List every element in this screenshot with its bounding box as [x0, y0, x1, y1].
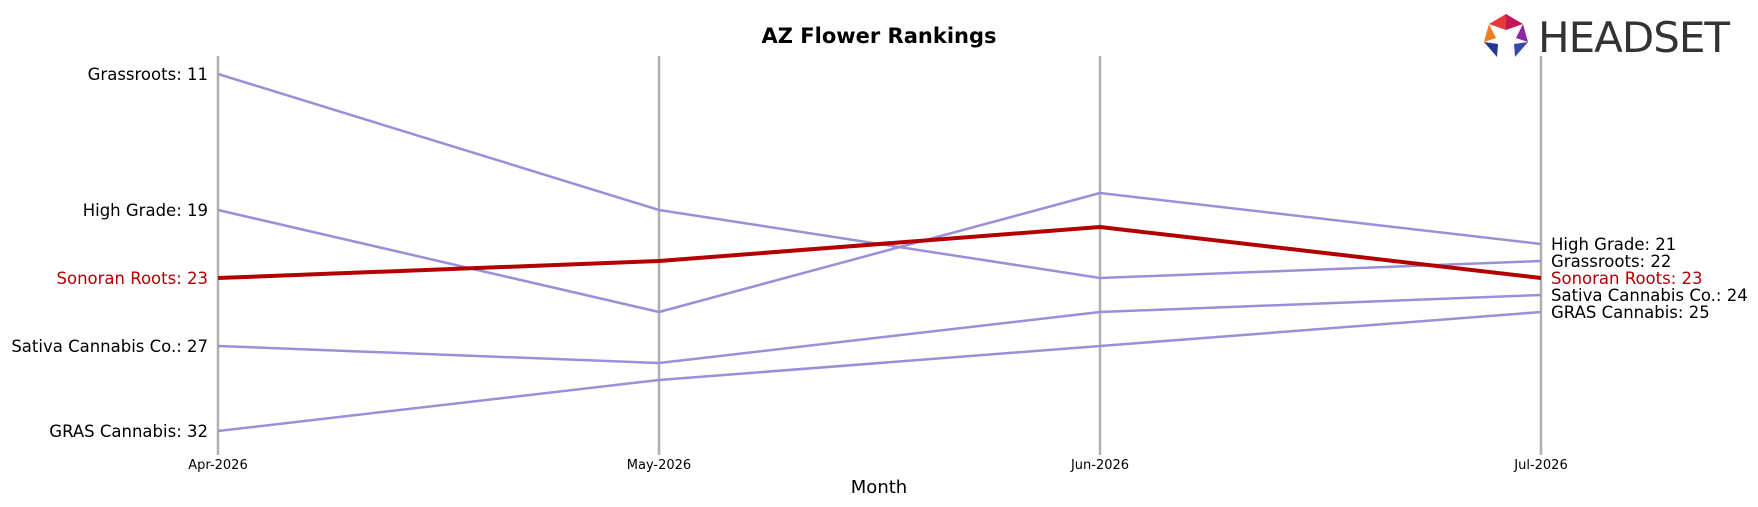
x-axis-title: Month	[851, 477, 907, 498]
x-tick-label: Apr-2026	[188, 458, 247, 473]
end-label-sonoran-roots: Sonoran Roots: 23	[1551, 269, 1703, 288]
x-tick-label: May-2026	[627, 458, 691, 473]
start-label-grassroots: Grassroots: 11	[88, 65, 208, 84]
end-label-grassroots: Grassroots: 22	[1551, 252, 1671, 271]
series-line-high-grade	[217, 191, 1542, 314]
start-labels: Grassroots: 11 High Grade: 19 Sonoran Root…	[11, 65, 208, 441]
headset-logo-icon	[1484, 14, 1528, 57]
start-label-sonoran-roots: Sonoran Roots: 23	[57, 269, 209, 288]
x-tick-label: Jun-2026	[1070, 458, 1129, 473]
start-label-gras-cannabis: GRAS Cannabis: 32	[49, 422, 208, 441]
series-line-grassroots	[217, 72, 1542, 280]
start-label-high-grade: High Grade: 19	[83, 201, 208, 220]
month-guides	[216, 56, 1543, 455]
headset-logo-text: HEADSET	[1538, 13, 1730, 62]
x-axis: Apr-2026 May-2026 Jun-2026 Jul-2026	[188, 458, 1567, 473]
end-label-high-grade: High Grade: 21	[1551, 235, 1676, 254]
start-label-sativa-cannabis-co: Sativa Cannabis Co.: 27	[11, 337, 208, 356]
headset-logo: HEADSET	[1484, 13, 1731, 62]
series-line-gras-cannabis	[217, 310, 1542, 433]
end-label-gras-cannabis: GRAS Cannabis: 25	[1551, 303, 1710, 322]
series-lines	[217, 72, 1542, 433]
chart-title: AZ Flower Rankings	[761, 24, 996, 48]
end-label-sativa-cannabis-co: Sativa Cannabis Co.: 24	[1551, 286, 1748, 305]
series-line-sativa-cannabis-co	[217, 293, 1542, 365]
series-line-sonoran-roots	[217, 225, 1542, 280]
x-tick-label: Jul-2026	[1513, 458, 1567, 473]
